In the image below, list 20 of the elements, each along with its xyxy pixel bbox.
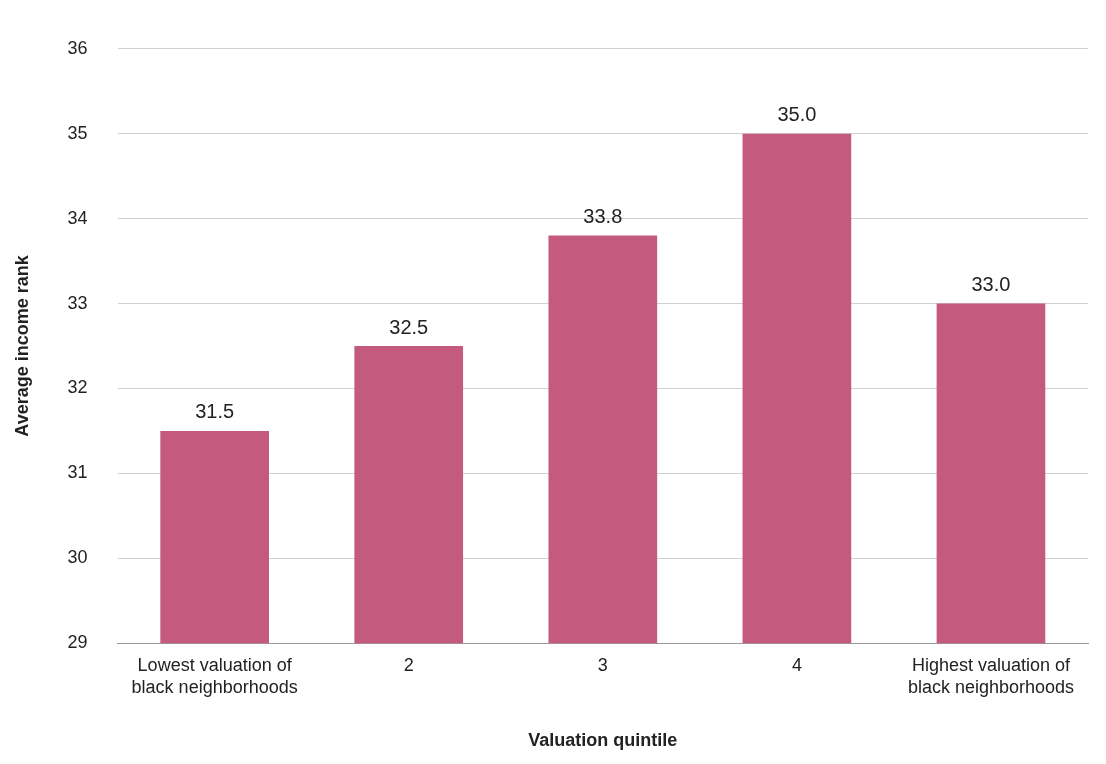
x-tick-label: Lowest valuation of black neighborhoods [131,654,298,697]
y-axis-title: Average income rank [11,254,32,437]
y-tick-label: 29 [67,632,88,653]
x-tick-label: 2 [403,654,414,675]
data-label: 35.0 [777,103,817,126]
x-axis-title: Valuation quintile [528,730,678,751]
y-tick-label: 35 [67,122,88,143]
y-tick-label: 32 [67,377,88,398]
data-label: 33.8 [583,205,623,228]
data-label: 32.5 [389,315,429,338]
x-tick-label: Highest valuation of black neighborhoods [907,654,1075,697]
x-tick-label: 3 [597,654,608,675]
data-label: 31.5 [195,400,235,423]
y-tick-label: 34 [67,207,88,228]
x-tick-label: 4 [791,654,802,675]
y-tick-label: 31 [67,462,88,483]
y-tick-label: 30 [67,547,88,568]
y-tick-label: 36 [67,37,88,58]
data-label: 33.0 [971,273,1011,296]
y-tick-label: 33 [67,292,88,313]
